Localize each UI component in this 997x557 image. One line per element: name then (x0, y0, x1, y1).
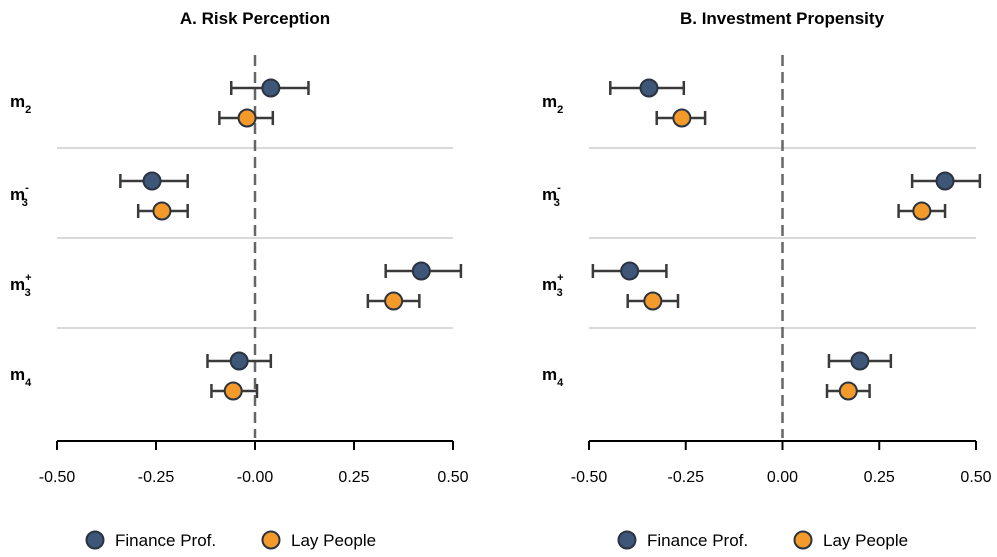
legend-marker (617, 530, 637, 550)
data-point (643, 291, 663, 311)
x-tick-label: -0.25 (138, 469, 175, 486)
legend-label: Finance Prof. (647, 531, 748, 550)
category-label: m-3 (542, 182, 561, 209)
data-point (229, 351, 249, 371)
data-point (850, 351, 870, 371)
data-point (935, 171, 955, 191)
x-tick-label: 0.25 (338, 469, 369, 486)
x-tick-label: -0.00 (237, 469, 274, 486)
category-label: m-3 (10, 182, 29, 209)
legend-label: Finance Prof. (115, 531, 216, 550)
x-tick-label: 0.50 (960, 469, 991, 486)
data-point (261, 78, 281, 98)
category-label: m4 (10, 365, 32, 389)
x-tick-label: -0.25 (668, 469, 705, 486)
data-point (838, 381, 858, 401)
data-point (223, 381, 243, 401)
data-point (672, 108, 692, 128)
category-label: m2 (542, 92, 563, 116)
data-point (411, 261, 431, 281)
legend-label: Lay People (823, 531, 908, 550)
data-point (237, 108, 257, 128)
data-point (384, 291, 404, 311)
legend-marker (261, 530, 281, 550)
x-tick-label: -0.50 (571, 469, 608, 486)
data-point (912, 201, 932, 221)
legend-label: Lay People (291, 531, 376, 550)
x-tick-label: 0.00 (767, 469, 798, 486)
data-point (142, 171, 162, 191)
x-tick-label: 0.25 (864, 469, 895, 486)
x-tick-label: 0.50 (437, 469, 468, 486)
category-label: m+ 3 (542, 272, 564, 299)
legend-marker (793, 530, 813, 550)
category-label: m4 (542, 365, 564, 389)
panel-title: A. Risk Perception (180, 9, 330, 28)
data-point (620, 261, 640, 281)
category-label: m+ 3 (10, 272, 32, 299)
panel-risk-perception: A. Risk Perception m2 m-3 m+ 3 m4 -0.50 -0.25 -0… (10, 9, 469, 550)
panel-title: B. Investment Propensity (680, 9, 885, 28)
panel-investment-propensity: B. Investment Propensity m2 m-3 m+ 3 m4 -0.50 -… (542, 9, 992, 550)
x-tick-label: -0.50 (39, 469, 76, 486)
legend-marker (85, 530, 105, 550)
data-point (152, 201, 172, 221)
category-label: m2 (10, 92, 31, 116)
data-point (639, 78, 659, 98)
